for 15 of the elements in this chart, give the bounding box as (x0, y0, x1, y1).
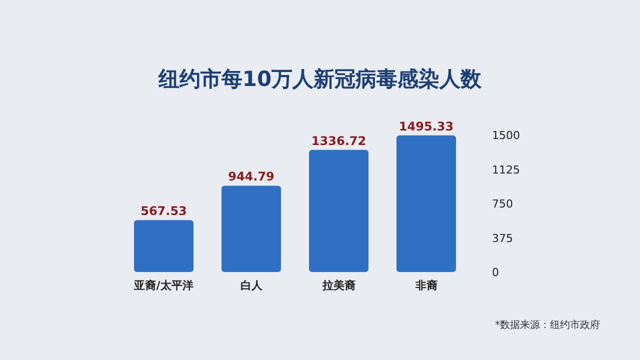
data-label: 1336.72 (311, 134, 366, 148)
y-tick-label: 375 (492, 232, 513, 245)
data-label: 944.79 (228, 170, 274, 184)
x-tick-label: 亚裔/太平洋 (133, 279, 194, 292)
data-label: 1495.33 (398, 119, 454, 134)
y-tick-label: 0 (492, 266, 499, 279)
data-label: 567.53 (140, 204, 187, 218)
y-tick-label: 750 (492, 198, 513, 210)
x-tick-label: 白人 (240, 279, 264, 292)
y-tick-label: 1125 (492, 163, 520, 176)
x-tick-label: 拉美裔 (321, 279, 356, 292)
text: *数据来源：纽约市政府 (495, 319, 600, 331)
y-tick-label: 1500 (492, 129, 520, 142)
x-tick-label: 非裔 (414, 279, 438, 292)
chart-title: 纽约市每10万人新冠病毒感染人数 (157, 67, 483, 91)
